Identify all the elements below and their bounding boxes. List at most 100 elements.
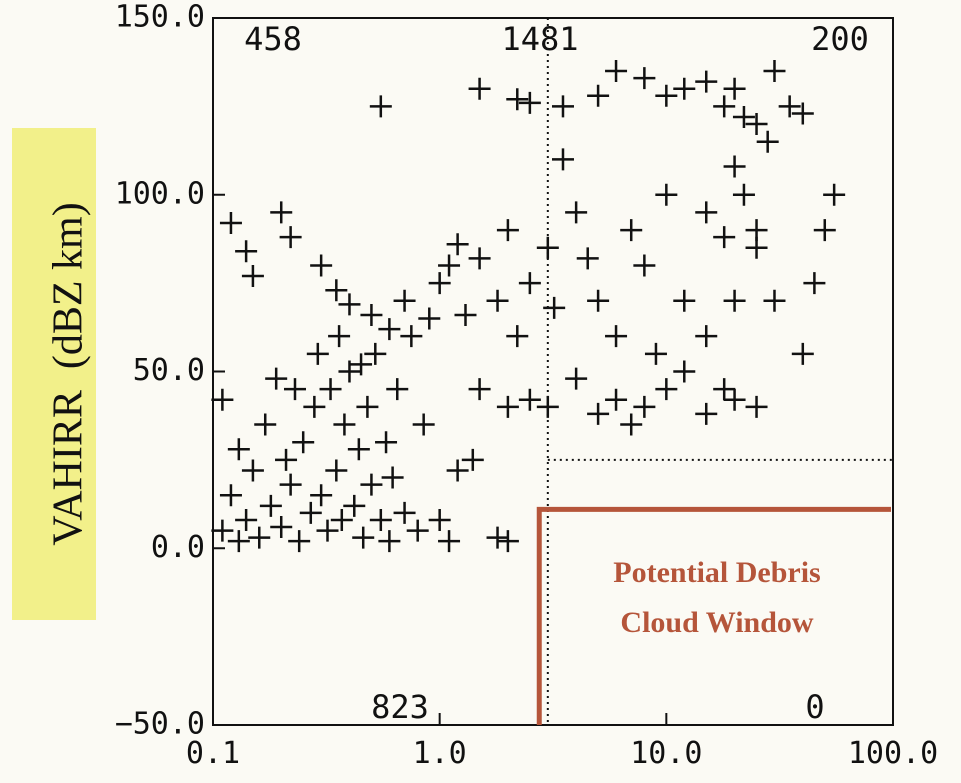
point [386,378,409,401]
point [587,84,610,107]
annotation: Potential Debris [613,556,820,589]
point [565,201,588,224]
point [350,353,373,376]
y-tick-label: 0.0 [151,530,205,565]
point [713,226,736,249]
quadrant-count: 458 [244,20,302,58]
point [518,91,541,114]
point [745,219,768,242]
point [360,303,383,326]
point [265,367,288,390]
point [310,254,333,277]
point [723,77,746,100]
point [235,508,258,531]
point [732,183,755,206]
point [486,526,509,549]
debris-window [536,506,891,725]
point [496,219,519,242]
point [633,254,656,277]
point [713,95,736,118]
point [587,402,610,425]
point [778,95,801,118]
point [813,219,836,242]
point [428,508,451,531]
point [316,519,339,542]
point [695,325,718,348]
point [468,247,491,270]
point [791,102,814,125]
point [518,272,541,295]
point [551,148,574,171]
point [283,378,306,401]
point [486,289,509,312]
point [723,155,746,178]
point [406,519,429,542]
point [338,293,361,316]
point [325,459,348,482]
point [393,289,416,312]
point [330,508,353,531]
point [543,296,566,319]
y-tick-label: 100.0 [115,176,205,211]
x-tick-label: 100.0 [848,736,938,771]
point [211,519,234,542]
point [299,501,322,524]
point [211,388,234,411]
x-tick-label: 0.1 [186,736,240,771]
y-tick-label: −50.0 [115,707,205,742]
point [241,265,264,288]
point [763,289,786,312]
point [723,289,746,312]
point [713,378,736,401]
point [605,388,628,411]
point [673,289,696,312]
x-tick-label: 10.0 [630,736,702,771]
point [446,233,469,256]
point [565,367,588,390]
point [428,272,451,295]
point [438,530,461,553]
point [468,77,491,100]
point [745,113,768,136]
point [673,360,696,383]
point [393,501,416,524]
point [254,413,277,436]
point [375,431,398,454]
point [219,484,242,507]
point [723,388,746,411]
point [633,67,656,90]
point [364,342,387,365]
point [644,342,667,365]
x-tick-label: 1.0 [413,736,467,771]
point [418,307,441,330]
point [695,201,718,224]
point [400,325,423,348]
point [454,303,477,326]
point [732,105,755,128]
point [763,60,786,83]
point [378,530,401,553]
point [496,530,519,553]
point [248,526,271,549]
point [319,378,342,401]
point [745,395,768,418]
point [803,272,826,295]
y-tick-label: 150.0 [115,0,205,35]
point [270,201,293,224]
point [655,183,678,206]
point [536,395,559,418]
point [275,448,298,471]
point [468,378,491,401]
point [605,60,628,83]
quadrant-count: 823 [371,688,429,726]
point [288,530,311,553]
point [587,289,610,312]
point [506,88,529,111]
point [369,508,392,531]
point [325,279,348,302]
point [496,395,519,418]
point [259,494,282,517]
y-axis-label: VAHIRR (dBZ km) [46,202,92,545]
point [655,84,678,107]
